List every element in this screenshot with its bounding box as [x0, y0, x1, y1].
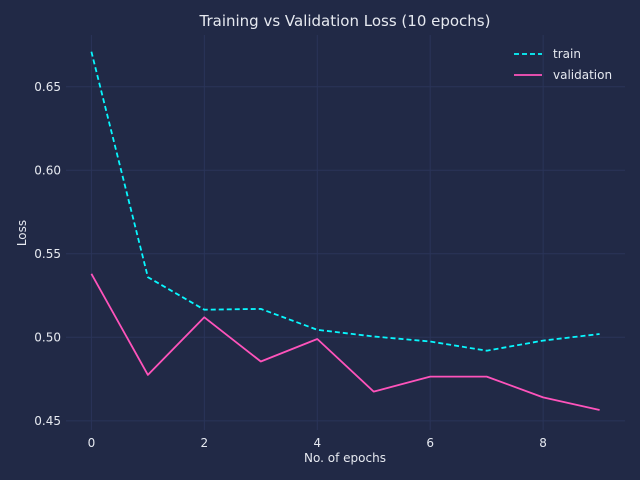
x-tick-label: 6 — [426, 436, 434, 450]
y-axis-label: Loss — [15, 220, 29, 246]
legend-label-validation: validation — [553, 68, 612, 82]
y-tick-label: 0.50 — [34, 330, 61, 344]
chart-title: Training vs Validation Loss (10 epochs) — [199, 12, 491, 30]
grid — [66, 35, 625, 430]
y-tick-label: 0.55 — [34, 247, 61, 261]
x-tick-label: 0 — [88, 436, 96, 450]
x-tick-label: 4 — [313, 436, 321, 450]
y-tick-label: 0.45 — [34, 414, 61, 428]
x-tick-label: 8 — [539, 436, 547, 450]
y-tick-label: 0.60 — [34, 163, 61, 177]
series-line-train — [90, 51, 600, 352]
legend-label-train: train — [553, 47, 581, 61]
legend: train validation — [514, 47, 612, 82]
tick-labels: 0 2 4 6 8 0.45 0.50 0.55 0.60 0.65 — [34, 80, 547, 450]
series-line-validation — [90, 273, 600, 411]
x-axis-label: No. of epochs — [304, 451, 386, 465]
x-tick-label: 2 — [201, 436, 209, 450]
y-tick-label: 0.65 — [34, 80, 61, 94]
series-layer — [90, 51, 600, 411]
